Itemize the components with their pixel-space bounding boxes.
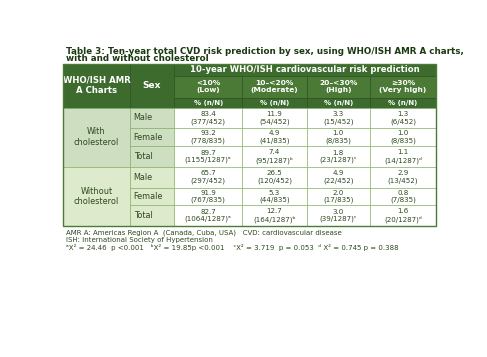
Bar — [242, 107, 306, 128]
Text: 1.3
(6/452): 1.3 (6/452) — [390, 111, 416, 125]
Bar — [306, 167, 370, 187]
Text: 7.4
(95/1287)ᵇ: 7.4 (95/1287)ᵇ — [256, 149, 293, 164]
Text: Total: Total — [134, 152, 152, 161]
Bar — [174, 128, 242, 146]
Text: 1.8
(23/1287)ᶜ: 1.8 (23/1287)ᶜ — [319, 150, 357, 163]
Text: 20–<30%
(High): 20–<30% (High) — [319, 80, 357, 93]
Text: % (n/N): % (n/N) — [193, 100, 223, 106]
Text: With
cholesterol: With cholesterol — [74, 127, 119, 147]
Bar — [242, 167, 306, 187]
Bar — [130, 146, 174, 167]
Bar — [370, 167, 436, 187]
Text: WHO/ISH AMR
A Charts: WHO/ISH AMR A Charts — [63, 76, 131, 95]
Bar — [370, 205, 436, 226]
Text: 26.5
(120/452): 26.5 (120/452) — [257, 170, 292, 184]
Text: 2.9
(13/452): 2.9 (13/452) — [388, 170, 418, 184]
Text: 91.9
(767/835): 91.9 (767/835) — [191, 190, 225, 203]
Text: Table 3: Ten-year total CVD risk prediction by sex, using WHO/ISH AMR A charts,: Table 3: Ten-year total CVD risk predict… — [66, 47, 464, 56]
Text: Male: Male — [134, 173, 153, 182]
Text: ISH: International Society of Hypertension: ISH: International Society of Hypertensi… — [66, 237, 212, 243]
Bar — [174, 187, 242, 205]
Text: ᵃX² = 24.46  p <0.001   ᵇX² = 19.85p <0.001    ᶜX² = 3.719  p = 0.053  ᵈ X² = 0.: ᵃX² = 24.46 p <0.001 ᵇX² = 19.85p <0.001… — [66, 244, 398, 251]
Bar — [63, 107, 130, 167]
Bar — [370, 107, 436, 128]
Text: Male: Male — [134, 114, 153, 122]
Bar — [174, 107, 242, 128]
Text: Female: Female — [134, 133, 163, 142]
Text: Total: Total — [134, 211, 152, 220]
Text: 89.7
(1155/1287)ᵃ: 89.7 (1155/1287)ᵃ — [185, 150, 231, 163]
Bar — [242, 146, 306, 167]
Text: <10%
(Low): <10% (Low) — [196, 80, 220, 93]
Bar — [306, 187, 370, 205]
Bar — [174, 97, 242, 107]
Text: Female: Female — [134, 192, 163, 201]
Bar — [63, 64, 130, 107]
Bar — [306, 146, 370, 167]
Text: % (n/N): % (n/N) — [324, 100, 353, 106]
Bar — [306, 128, 370, 146]
Bar — [63, 167, 130, 226]
Text: 1.0
(8/835): 1.0 (8/835) — [390, 130, 416, 144]
Bar — [174, 205, 242, 226]
Bar — [130, 187, 174, 205]
Text: % (n/N): % (n/N) — [389, 100, 418, 106]
Bar — [370, 76, 436, 97]
Bar — [242, 187, 306, 205]
Text: AMR A: Americas Region A  (Canada, Cuba, USA)   CVD: cardiovascular disease: AMR A: Americas Region A (Canada, Cuba, … — [66, 230, 341, 236]
Bar — [370, 187, 436, 205]
Text: 5.3
(44/835): 5.3 (44/835) — [259, 190, 290, 203]
Bar — [306, 97, 370, 107]
Text: 0.8
(7/835): 0.8 (7/835) — [390, 190, 416, 203]
Text: 1.1
(14/1287)ᵈ: 1.1 (14/1287)ᵈ — [384, 149, 422, 164]
Text: 12.7
(164/1287)ᵇ: 12.7 (164/1287)ᵇ — [253, 208, 296, 223]
Text: 1.0
(8/835): 1.0 (8/835) — [325, 130, 351, 144]
Text: 3.3
(15/452): 3.3 (15/452) — [323, 111, 354, 125]
Bar — [306, 205, 370, 226]
Bar — [242, 205, 306, 226]
Bar — [370, 146, 436, 167]
Bar — [174, 76, 242, 97]
Text: 10–<20%
(Moderate): 10–<20% (Moderate) — [251, 80, 298, 93]
Bar — [130, 107, 174, 128]
Bar — [130, 128, 174, 146]
Text: 4.9
(22/452): 4.9 (22/452) — [323, 170, 354, 184]
Text: ≥30%
(Very high): ≥30% (Very high) — [379, 80, 427, 93]
Bar — [370, 128, 436, 146]
Bar — [242, 97, 306, 107]
Bar — [306, 107, 370, 128]
Text: 10-year WHO/ISH cardiovascular risk prediction: 10-year WHO/ISH cardiovascular risk pred… — [190, 65, 420, 74]
Text: 11.9
(54/452): 11.9 (54/452) — [259, 111, 290, 125]
Bar — [130, 64, 174, 107]
Bar — [242, 128, 306, 146]
Bar — [174, 146, 242, 167]
Bar — [174, 167, 242, 187]
Text: 4.9
(41/835): 4.9 (41/835) — [259, 130, 290, 144]
Bar — [130, 205, 174, 226]
Text: Sex: Sex — [143, 81, 161, 90]
Text: 3.0
(39/1287)ᶜ: 3.0 (39/1287)ᶜ — [319, 209, 357, 222]
Text: 82.7
(1064/1287)ᵃ: 82.7 (1064/1287)ᵃ — [185, 209, 231, 222]
Bar — [242, 76, 306, 97]
Bar — [174, 64, 436, 76]
Bar — [130, 167, 174, 187]
Bar — [63, 64, 436, 226]
Text: 93.2
(778/835): 93.2 (778/835) — [191, 130, 225, 144]
Text: Without
cholesterol: Without cholesterol — [74, 187, 119, 206]
Text: 1.6
(20/1287)ᵈ: 1.6 (20/1287)ᵈ — [384, 208, 422, 223]
Text: 2.0
(17/835): 2.0 (17/835) — [323, 190, 354, 203]
Text: 65.7
(297/452): 65.7 (297/452) — [190, 170, 225, 184]
Text: 83.4
(377/452): 83.4 (377/452) — [190, 111, 225, 125]
Bar — [370, 97, 436, 107]
Text: % (n/N): % (n/N) — [260, 100, 289, 106]
Bar — [306, 76, 370, 97]
Text: with and without cholesterol: with and without cholesterol — [66, 54, 208, 62]
